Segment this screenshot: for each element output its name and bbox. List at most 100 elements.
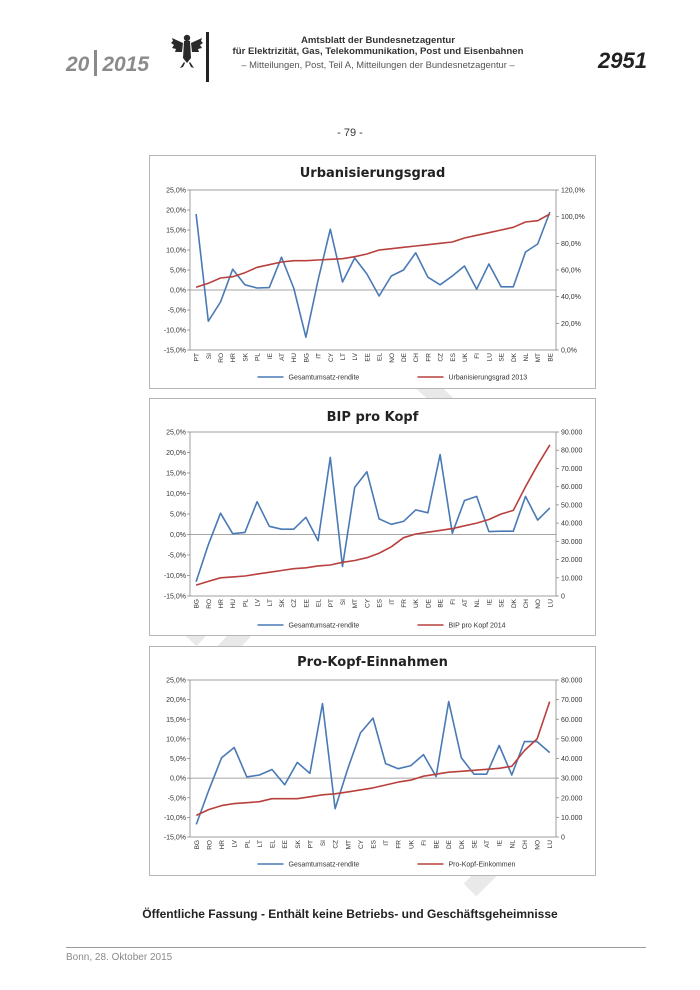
category-label: RO — [206, 599, 213, 609]
category-label: RO — [218, 353, 225, 363]
legend-label: BIP pro Kopf 2014 — [449, 623, 506, 630]
journal-title: Amtsblatt der Bundesnetzagentur für Elek… — [210, 35, 546, 57]
right-axis-tick-label: 40,0% — [561, 294, 581, 301]
category-label: EL — [316, 599, 323, 607]
left-axis-tick-label: -10,0% — [164, 328, 186, 335]
category-label: CH — [523, 599, 530, 609]
left-axis-tick-label: -5,0% — [168, 795, 186, 802]
category-label: PT — [194, 353, 201, 361]
plot-area — [189, 679, 557, 838]
category-label: AT — [484, 840, 491, 848]
left-axis-tick-label: -15,0% — [164, 835, 186, 842]
category-label: FI — [421, 840, 428, 846]
confidentiality-note: Öffentliche Fassung - Enthält keine Betr… — [142, 907, 558, 921]
category-label: IE — [486, 598, 493, 605]
issue-year: 2015 — [102, 53, 150, 76]
chart-urbanisierungsgrad: Urbanisierungsgrad 25,0% 20,0% 15,0% 10,0% 5,… — [149, 155, 596, 389]
category-label: BE — [438, 598, 445, 607]
series-line-red — [195, 701, 551, 817]
chart-pro-kopf-einnahmen-svg: Pro-Kopf-Einnahmen 25,0% 20,0% 15,0% 10,0% 5,… — [164, 655, 583, 869]
category-label: DE — [446, 839, 453, 849]
left-axis-tick-label: 5,0% — [170, 512, 186, 519]
category-label: NL — [509, 840, 516, 849]
legend-label: Gesamtumsatz-rendite — [289, 862, 360, 869]
right-axis-tick-label: 10.000 — [561, 575, 583, 582]
category-label: HR — [219, 840, 226, 850]
category-label: SK — [242, 352, 249, 361]
category-label: MT — [535, 353, 542, 362]
legend-label: Gesamtumsatz-rendite — [289, 375, 360, 382]
category-label: NO — [535, 840, 542, 850]
category-label: BE — [547, 352, 554, 361]
left-axis-tick-label: -10,0% — [164, 573, 186, 580]
category-label: MT — [345, 840, 352, 849]
right-axis-tick-label: 120,0% — [561, 188, 585, 195]
category-label: ES — [450, 352, 457, 361]
right-axis-tick-label: 0 — [561, 835, 565, 842]
right-axis-tick-label: 10.000 — [561, 815, 583, 822]
category-label: LV — [352, 352, 359, 360]
category-label: SI — [206, 353, 213, 359]
category-label: BE — [434, 839, 441, 848]
category-label: EE — [364, 352, 371, 361]
category-label: IE — [267, 352, 274, 359]
category-label: LT — [340, 353, 347, 360]
category-label: NO — [535, 599, 542, 609]
category-label: IT — [389, 599, 396, 605]
category-label: CH — [413, 353, 420, 363]
category-label: HR — [230, 353, 237, 363]
category-label: SE — [471, 839, 478, 848]
left-axis-tick-label: 20,0% — [166, 208, 186, 215]
series-line-red — [195, 444, 551, 586]
left-axis-tick-label: 25,0% — [166, 430, 186, 437]
chart-urbanisierungsgrad-svg: Urbanisierungsgrad 25,0% 20,0% 15,0% 10,0% 5,… — [164, 166, 585, 382]
category-label: BG — [194, 840, 201, 849]
left-axis-tick-label: 10,0% — [166, 248, 186, 255]
category-label: EE — [282, 839, 289, 848]
category-label: FR — [401, 599, 408, 608]
category-label: EE — [303, 598, 310, 607]
left-axis-tick-label: 20,0% — [166, 697, 186, 704]
chart-title: Pro-Kopf-Einnahmen — [297, 655, 448, 670]
federal-eagle-icon — [171, 34, 203, 68]
category-label: LT — [257, 840, 264, 847]
category-label: LU — [547, 599, 554, 608]
category-label: LV — [232, 839, 239, 847]
right-axis-tick-label: 20,0% — [561, 321, 581, 328]
chart-title: Urbanisierungsgrad — [300, 166, 446, 181]
category-label: ES — [371, 839, 378, 848]
category-label: CY — [328, 352, 335, 362]
category-label: HU — [291, 353, 298, 363]
category-label: LT — [267, 599, 274, 606]
right-axis-tick-label: 50.000 — [561, 736, 583, 743]
legend-label: Gesamtumsatz-rendite — [289, 623, 360, 630]
category-label: SE — [499, 352, 506, 361]
category-label: UK — [408, 839, 415, 849]
right-axis-tick-label: 30.000 — [561, 539, 583, 546]
category-label: HU — [230, 599, 237, 609]
category-label: ES — [377, 598, 384, 607]
category-label: SE — [499, 598, 506, 607]
left-axis-tick-label: -10,0% — [164, 815, 186, 822]
category-label: IT — [316, 353, 323, 359]
journal-title-line1: Amtsblatt der Bundesnetzagentur — [300, 35, 456, 46]
series-line-blue — [195, 700, 551, 825]
left-axis-tick-label: 5,0% — [170, 268, 186, 275]
chart-bip-pro-kopf: BIP pro Kopf 25,0% 20,0% 15,0% 10,0% 5,0% 0,0%… — [149, 398, 596, 636]
category-label: IT — [383, 840, 390, 846]
left-axis-tick-label: 25,0% — [166, 188, 186, 195]
left-axis-tick-label: -5,0% — [168, 553, 186, 560]
category-label: MT — [352, 599, 359, 608]
category-label: SI — [320, 840, 327, 846]
page-label: - 79 - — [337, 127, 363, 139]
right-axis-tick-label: 40.000 — [561, 756, 583, 763]
left-axis-tick-label: 15,0% — [166, 228, 186, 235]
category-label: DK — [459, 839, 466, 849]
category-label: RO — [206, 840, 213, 850]
category-label: AT — [279, 353, 286, 361]
journal-title-line2: für Elektrizität, Gas, Telekommunikation… — [232, 46, 524, 57]
category-label: NL — [523, 353, 530, 362]
left-axis-tick-label: -15,0% — [164, 594, 186, 601]
series-line-blue — [195, 211, 551, 338]
right-axis-tick-label: 0,0% — [561, 348, 577, 355]
